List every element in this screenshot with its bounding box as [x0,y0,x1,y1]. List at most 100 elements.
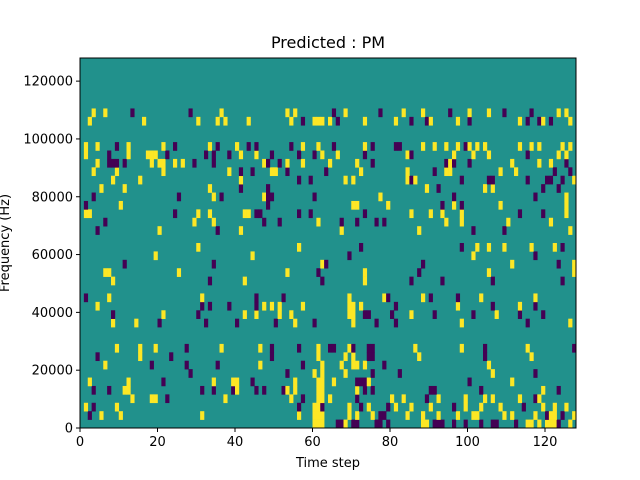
cell-high [103,108,108,118]
cell-high [331,377,337,387]
cell-high [289,116,294,126]
cell-high [320,369,325,378]
cell-high [242,310,247,319]
cell-high [316,142,321,151]
y-tick-label: 60000 [32,248,73,263]
cell-high [424,184,430,193]
cell-high [452,200,457,210]
cell-low [529,108,534,118]
cell-high [223,394,228,404]
cell-low [285,167,290,177]
cell-high [207,142,213,151]
cell-low [297,150,302,160]
cell-high [95,142,100,151]
cell-low [297,402,302,412]
cell-high [409,402,414,412]
cell-low [417,268,422,277]
cell-high [258,343,263,353]
cell-low [467,158,472,168]
cell-high [475,142,480,151]
cell-low [281,293,286,303]
cell-high [413,175,418,185]
cell-low [432,419,437,429]
cell-low [289,142,294,151]
cell-high [316,385,321,395]
cell-high [196,243,201,252]
cell-high [320,419,325,429]
cell-low [285,369,290,378]
cell-low [362,209,368,219]
cell-high [517,142,523,151]
plot-frame [79,57,577,429]
cell-low [269,352,275,362]
cell-low [382,360,387,370]
cell-low [370,385,375,395]
cell-low [87,411,92,420]
cell-high [436,394,441,404]
cell-low [335,116,340,126]
cell-low [169,352,174,362]
cell-low [269,192,275,202]
cell-high [95,158,100,168]
cell-high [293,385,298,395]
cell-low [560,411,565,420]
cell-low [331,343,337,353]
cell-low [459,243,464,252]
cell-high [517,116,523,126]
cell-low [355,419,360,429]
cell-low [463,142,468,151]
cell-high [448,167,453,177]
cell-low [215,142,220,151]
cell-low [471,226,476,235]
cell-high [335,150,340,160]
cell-low [374,318,379,328]
cell-low [370,142,375,151]
cell-high [134,318,139,328]
cell-high [180,158,185,168]
cell-high [490,184,495,193]
cell-high [486,243,492,252]
cell-high [386,200,391,210]
cell-high [401,108,406,118]
cell-low [525,150,530,160]
cell-high [486,268,492,277]
cell-high [285,385,290,395]
cell-high [161,158,166,168]
cell-low [114,158,120,168]
cell-high [149,158,154,168]
cell-low [397,369,402,378]
cell-low [452,192,457,202]
cell-low [393,142,399,151]
cell-low [525,318,530,328]
cell-high [347,411,352,420]
cell-low [231,385,236,395]
cell-low [165,150,170,160]
cell-low [428,385,433,395]
cell-high [444,142,449,151]
cell-low [533,192,538,202]
cell-low [308,175,313,185]
cell-high [452,150,457,160]
cell-low [556,259,561,269]
cell-high [355,200,360,210]
cell-low [490,419,495,429]
cell-low [459,175,464,185]
cell-low [262,385,267,395]
cell-low [409,150,414,160]
cell-high [258,360,263,370]
cell-high [114,167,120,177]
cell-high [328,394,333,404]
cell-high [436,411,441,420]
cell-high [564,402,569,412]
cell-low [386,419,391,429]
cell-low [316,268,321,277]
cell-low [366,352,371,362]
cell-low [324,167,329,177]
cell-low [107,158,112,168]
cell-low [502,226,507,235]
cell-high [541,116,546,126]
cell-low [347,251,352,261]
cell-high [320,259,325,269]
cell-low [324,259,329,269]
cell-low [258,209,263,219]
